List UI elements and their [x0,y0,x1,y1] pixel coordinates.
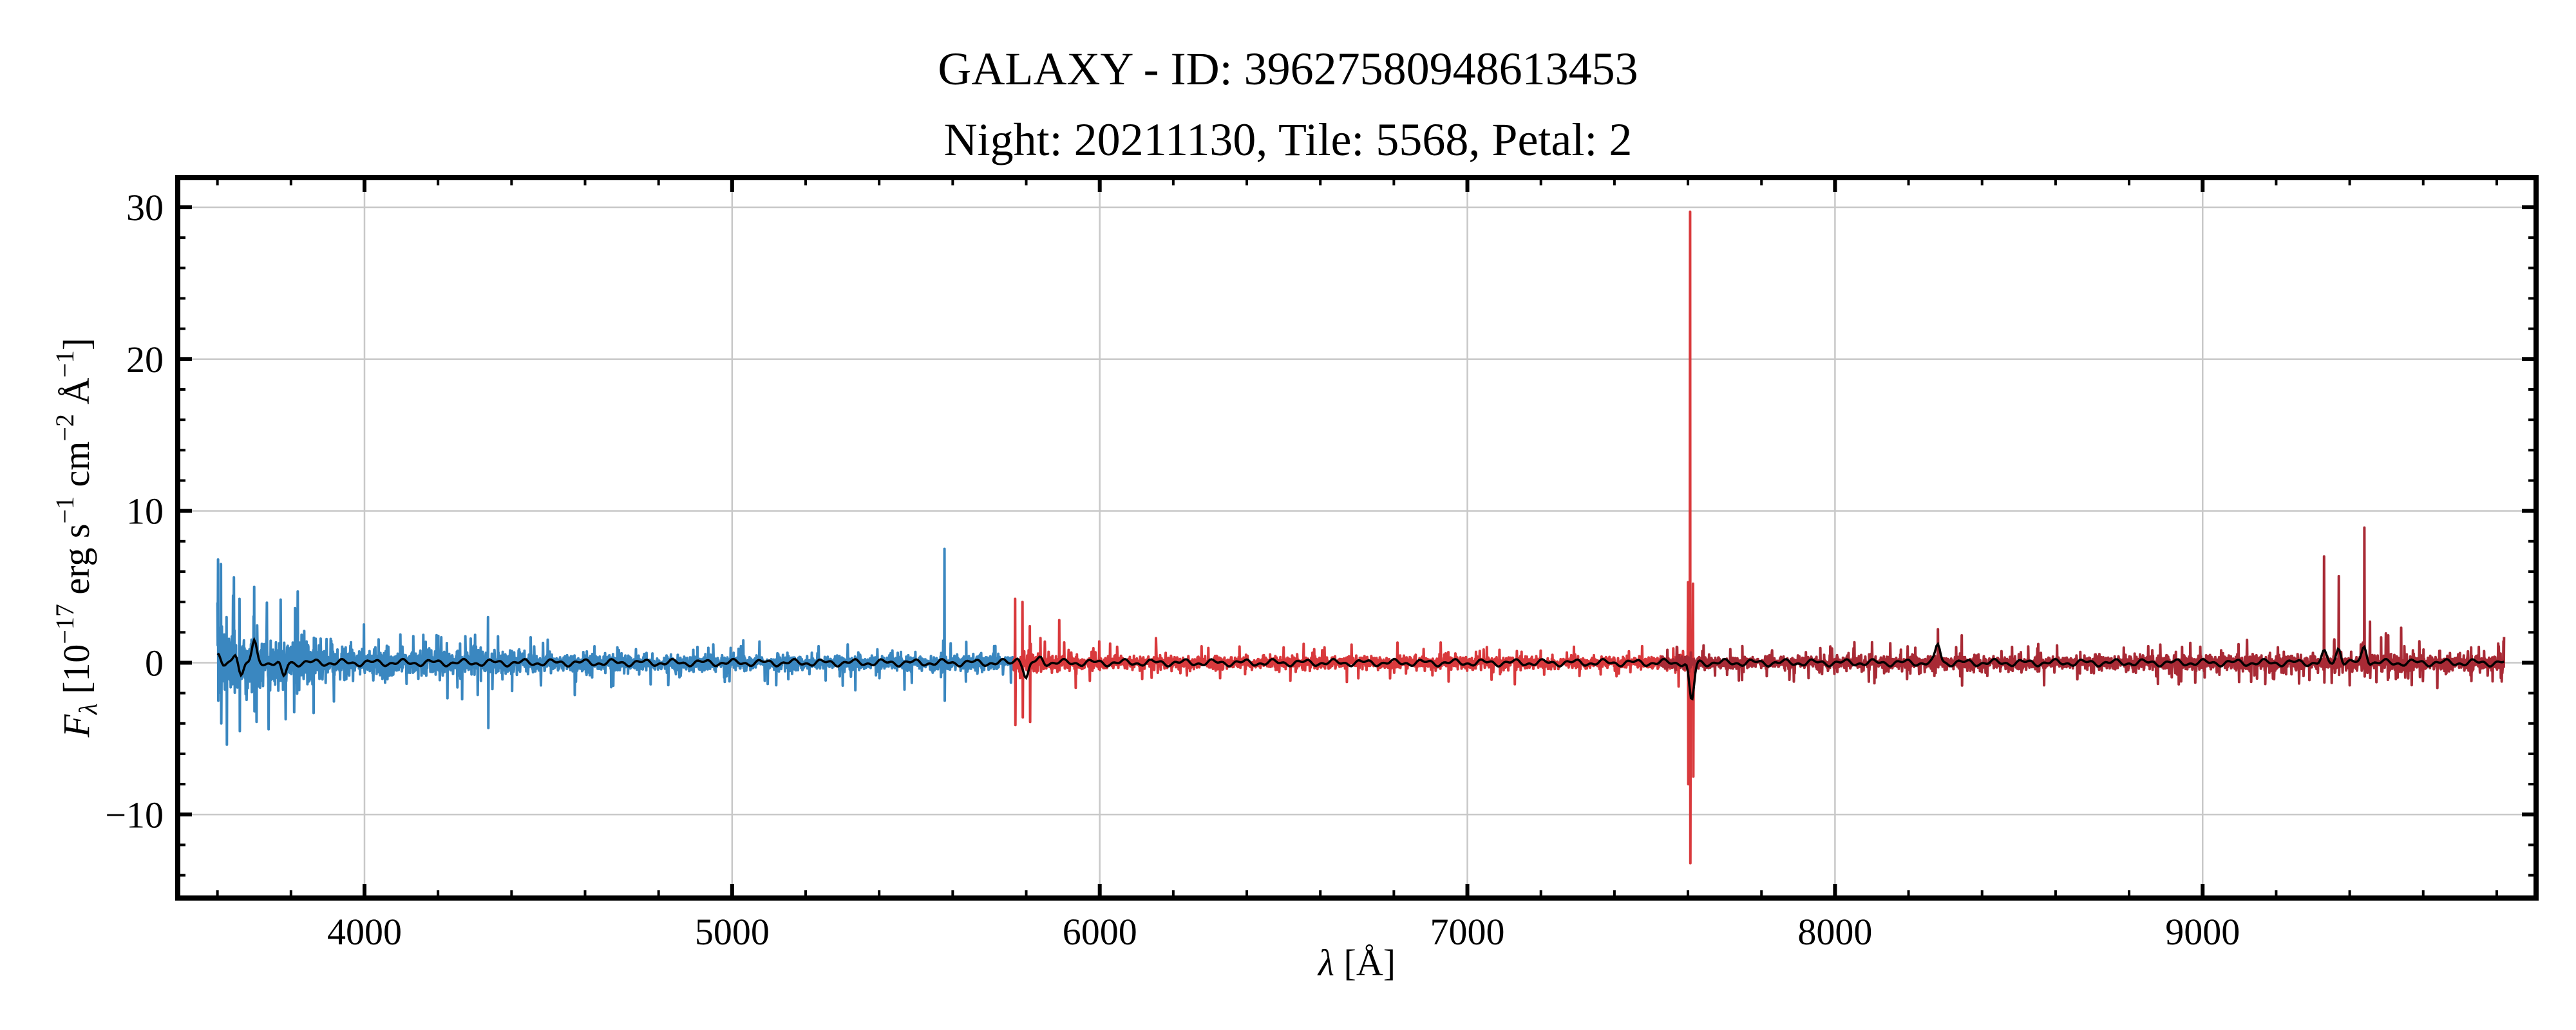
y-axis-label: Fλ [10−17 erg s−1 cm−2 Å−1] [50,338,102,738]
y-tick-label: 10 [126,491,164,532]
axes-frame [175,175,2539,901]
spectrum-traces [216,211,2506,865]
chart-title: GALAXY - ID: 39627580948613453 [938,43,1638,95]
axis-ticks [178,178,2536,898]
tick-labels: 4000 5000 6000 7000 8000 9000 −10 0 10 20 30 [105,187,2240,953]
x-tick-label: 5000 [695,911,770,953]
x-tick-label: 4000 [327,911,402,953]
y-tick-label: 20 [126,339,164,380]
y-tick-label: 30 [126,187,164,229]
smoothed-model-trace [216,637,2505,701]
x-tick-label: 7000 [1430,911,1505,953]
gridlines [178,178,2536,898]
spectrum-trace-0 [216,547,1017,746]
chart-title-block: GALAXY - ID: 39627580948613453 Night: 20… [0,33,2576,175]
x-tick-label: 8000 [1797,911,1872,953]
chart-subtitle: Night: 20211130, Tile: 5568, Petal: 2 [943,114,1633,165]
plot-frame [175,175,2539,901]
y-tick-label: 0 [145,642,164,684]
y-tick-label: −10 [105,794,164,836]
x-axis-label: λ [Å] [1317,942,1396,984]
x-tick-label: 9000 [2165,911,2240,953]
spectrum-trace-1 [1012,211,1697,865]
x-tick-label: 6000 [1063,911,1137,953]
